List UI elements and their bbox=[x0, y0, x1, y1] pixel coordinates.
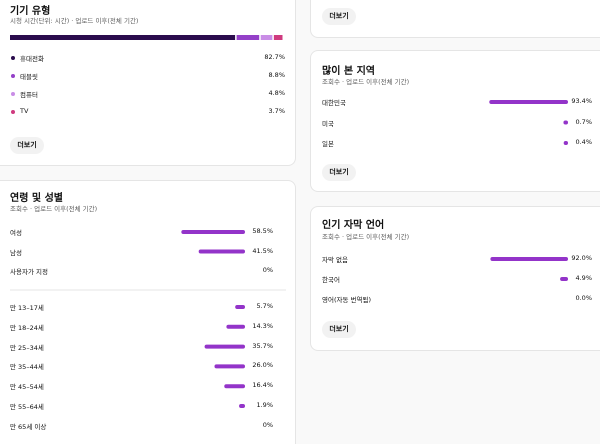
more-button[interactable]: 더보기 bbox=[10, 137, 44, 154]
legend-value: 4.8% bbox=[268, 89, 285, 97]
more-button[interactable]: 더보기 bbox=[322, 8, 356, 25]
row-label: 대한민국 bbox=[322, 99, 346, 107]
row-label: 만 18–24세 bbox=[10, 323, 44, 332]
stacked-segment bbox=[260, 35, 273, 40]
row-label: 만 45–54세 bbox=[10, 383, 44, 392]
row-value: 35.7% bbox=[252, 341, 273, 350]
legend-dot bbox=[11, 56, 15, 60]
row-label: 만 65세 이상 bbox=[10, 422, 47, 431]
card-subtitle: 조회수 · 업로드 이후(전체 기간) bbox=[322, 78, 410, 86]
legend-label: 태블릿 bbox=[20, 73, 38, 81]
row-label: 한국어 bbox=[322, 276, 340, 284]
row-label: 남성 bbox=[10, 248, 22, 257]
row-value: 14.3% bbox=[252, 321, 273, 330]
legend-value: 82.7% bbox=[264, 53, 285, 61]
row-label: 여성 bbox=[10, 229, 22, 237]
stacked-segment bbox=[236, 35, 260, 40]
legend-dot bbox=[11, 110, 15, 114]
legend-dot bbox=[11, 92, 15, 96]
legend-value: 3.7% bbox=[268, 107, 285, 115]
row-label: 사용자가 지정 bbox=[10, 268, 48, 276]
row-value: 0% bbox=[262, 420, 273, 429]
row-value: 1.9% bbox=[256, 401, 273, 409]
row-value: 26.0% bbox=[252, 361, 273, 370]
row-value: 16.4% bbox=[252, 381, 273, 390]
row-label: 만 55–64세 bbox=[10, 403, 44, 411]
row-label: 자막 없음 bbox=[322, 256, 348, 264]
top-card bbox=[310, 0, 600, 38]
row-label: 일본 bbox=[322, 140, 334, 148]
legend-label: 휴대전화 bbox=[20, 55, 44, 63]
card-subtitle: 조회수 · 업로드 이후(전체 기간) bbox=[10, 205, 98, 213]
row-label: 영어(자동 번역됨) bbox=[322, 296, 371, 304]
card-title: 많이 본 지역 bbox=[322, 66, 375, 77]
row-value: 0.4% bbox=[575, 138, 592, 146]
row-value: 41.5% bbox=[252, 246, 273, 255]
card-subtitle: 조회수 · 업로드 이후(전체 기간) bbox=[322, 233, 410, 241]
row-label: 미국 bbox=[322, 119, 334, 128]
subtitles-card bbox=[310, 206, 600, 351]
regions-card bbox=[310, 50, 600, 192]
stacked-segment bbox=[10, 35, 236, 40]
card-title: 기기 유형 bbox=[10, 6, 51, 17]
card-subtitle: 시청 시간(단위: 시간) · 업로드 이후(전체 기간) bbox=[10, 17, 139, 25]
legend-value: 8.8% bbox=[268, 71, 285, 79]
row-value: 5.7% bbox=[256, 302, 273, 310]
row-value: 0% bbox=[262, 266, 273, 274]
more-button[interactable]: 더보기 bbox=[322, 164, 356, 181]
legend-label: TV bbox=[20, 107, 29, 115]
device-card bbox=[0, 0, 296, 166]
row-value: 92.0% bbox=[571, 254, 592, 262]
age-gender-card bbox=[0, 180, 296, 444]
row-value: 0.7% bbox=[575, 117, 592, 126]
row-value: 93.4% bbox=[571, 97, 592, 105]
row-value: 58.5% bbox=[252, 227, 273, 235]
card-title: 인기 자막 언어 bbox=[322, 220, 385, 231]
row-value: 4.9% bbox=[575, 274, 592, 282]
row-label: 만 25–34세 bbox=[10, 343, 44, 352]
more-button[interactable]: 더보기 bbox=[322, 321, 356, 338]
card-title: 연령 및 성별 bbox=[10, 193, 63, 204]
row-value: 0.0% bbox=[575, 294, 592, 302]
stacked-segment bbox=[273, 35, 283, 40]
legend-dot bbox=[11, 74, 15, 78]
row-label: 만 13–17세 bbox=[10, 304, 44, 312]
legend-label: 컴퓨터 bbox=[20, 91, 38, 99]
row-label: 만 35–44세 bbox=[10, 363, 44, 372]
